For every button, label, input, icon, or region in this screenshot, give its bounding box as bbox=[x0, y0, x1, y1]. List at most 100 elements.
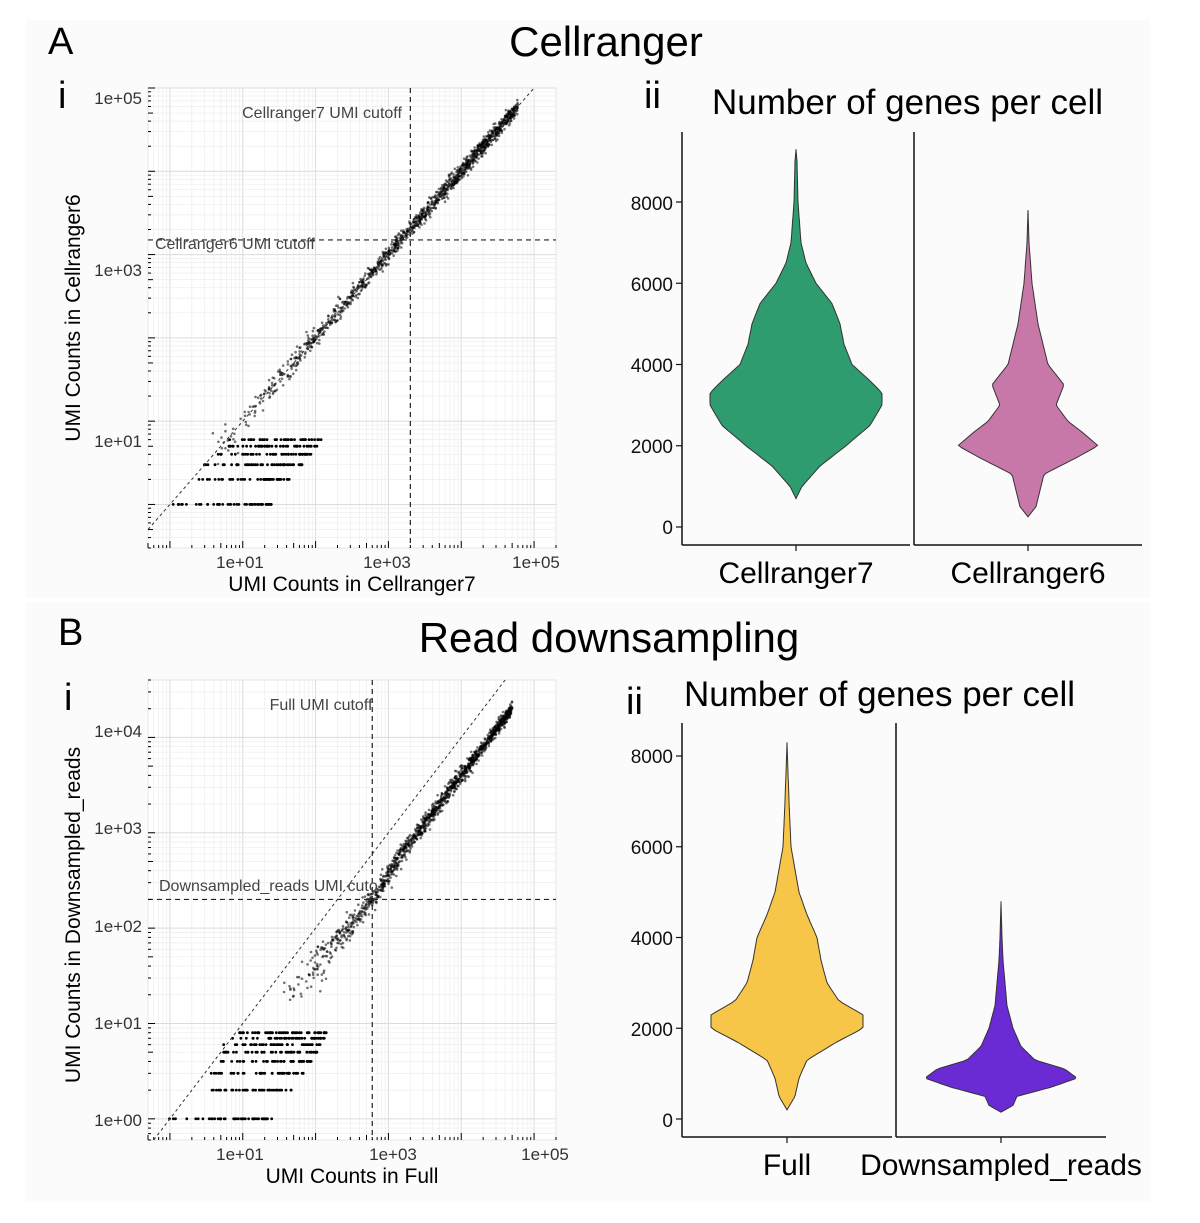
scatter-b-point bbox=[254, 1088, 257, 1092]
scatter-b-point bbox=[230, 1088, 234, 1092]
scatter-a-point bbox=[312, 340, 315, 344]
scatter-b-point bbox=[499, 717, 503, 721]
scatter-b-point bbox=[209, 1071, 213, 1075]
scatter-a-point bbox=[247, 424, 250, 428]
scatter-a-point bbox=[236, 451, 240, 455]
scatter-a-point bbox=[282, 478, 286, 481]
scatter-b-point bbox=[335, 934, 339, 937]
scatter-b-point bbox=[250, 1043, 254, 1046]
violin-a: 0 2000 4000 6000 8000 Cellranger7 Cellra… bbox=[631, 132, 1142, 590]
scatter-b-point bbox=[296, 1050, 300, 1054]
scatter-a-point bbox=[254, 444, 257, 448]
scatter-a-identity-line bbox=[147, 87, 535, 530]
scatter-a-point bbox=[467, 164, 471, 167]
scatter-a-point bbox=[318, 342, 321, 345]
scatter-b-point bbox=[262, 1050, 266, 1054]
scatter-b-point bbox=[448, 785, 452, 789]
scatter-b-point bbox=[494, 733, 498, 736]
scatter-b-point bbox=[289, 1088, 293, 1092]
scatter-a-point bbox=[357, 292, 360, 296]
violin-a-ytick-4000: 4000 bbox=[631, 356, 673, 377]
scatter-b-point bbox=[367, 903, 371, 906]
scatter-b-point bbox=[440, 809, 444, 813]
scatter-b-point bbox=[408, 849, 412, 853]
section-b-violin-title: Number of genes per cell bbox=[684, 675, 1075, 714]
scatter-b-point bbox=[312, 976, 316, 980]
scatter-a-point bbox=[418, 226, 421, 229]
scatter-a-point bbox=[263, 444, 266, 448]
scatter-b-point bbox=[291, 1043, 294, 1046]
scatter-a-point bbox=[328, 321, 332, 325]
scatter-a-point bbox=[249, 438, 253, 441]
scatter-b-point bbox=[414, 829, 418, 833]
scatter-b-point bbox=[336, 941, 339, 945]
scatter-b-point bbox=[309, 1060, 313, 1063]
scatter-a-point bbox=[437, 187, 441, 191]
scatter-b-point bbox=[230, 1060, 234, 1063]
scatter-a-point bbox=[330, 316, 333, 320]
scatter-b-point bbox=[218, 1117, 222, 1121]
scatter-a-point bbox=[248, 478, 252, 481]
scatter-b-plot-area bbox=[147, 679, 557, 1141]
scatter-a-point bbox=[256, 463, 259, 467]
scatter-a-point bbox=[362, 277, 365, 280]
scatter-b-point bbox=[405, 858, 408, 861]
scatter-a-point bbox=[501, 124, 505, 128]
scatter-a-point bbox=[226, 503, 230, 506]
scatter-a-point bbox=[333, 318, 336, 322]
scatter-a-point bbox=[312, 326, 316, 330]
scatter-a-point bbox=[438, 198, 441, 202]
scatter-b-point bbox=[435, 809, 439, 812]
scatter-b-point bbox=[381, 868, 384, 871]
scatter-a-point bbox=[493, 137, 497, 140]
scatter-b-point bbox=[254, 1071, 258, 1075]
scatter-b-point bbox=[207, 1117, 211, 1121]
scatter-b-point bbox=[346, 934, 350, 938]
scatter-a-point bbox=[286, 363, 290, 366]
scatter-b-point bbox=[313, 961, 317, 964]
scatter-a-point bbox=[286, 478, 290, 481]
scatter-a-point bbox=[461, 163, 465, 166]
scatter-a-point bbox=[387, 253, 391, 257]
scatter-b-point bbox=[325, 950, 329, 953]
scatter-a-point bbox=[292, 364, 296, 367]
scatter-b-point bbox=[300, 977, 304, 980]
scatter-a-point bbox=[270, 384, 274, 387]
scatter-a-ytick-2: 1e+03 bbox=[94, 261, 142, 280]
scatter-a-point bbox=[244, 423, 248, 427]
scatter-b-point bbox=[235, 1060, 239, 1063]
scatter-b-point bbox=[483, 737, 487, 740]
scatter-b-point bbox=[253, 1043, 256, 1046]
scatter-a-point bbox=[410, 229, 414, 233]
scatter-b-point bbox=[329, 940, 333, 944]
scatter-b-point bbox=[273, 1060, 277, 1063]
scatter-b-point bbox=[271, 1060, 274, 1063]
scatter-b-point bbox=[409, 847, 412, 850]
scatter-a-point bbox=[336, 313, 340, 316]
scatter-a-ytick-3: 1e+05 bbox=[94, 89, 142, 108]
scatter-a-point bbox=[380, 257, 384, 260]
scatter-b-point bbox=[335, 930, 338, 933]
scatter-b-point bbox=[358, 910, 362, 913]
section-a-letter: A bbox=[48, 21, 74, 63]
scatter-b-point bbox=[438, 805, 441, 808]
scatter-a-point bbox=[280, 377, 284, 381]
scatter-a-point bbox=[227, 444, 231, 448]
scatter-a-point bbox=[292, 372, 295, 376]
scatter-a-point bbox=[355, 290, 358, 293]
violin-b-ytick-6000: 6000 bbox=[631, 838, 673, 859]
scatter-b-point bbox=[288, 998, 292, 1002]
scatter-a-point bbox=[499, 128, 503, 132]
scatter-b-point bbox=[288, 1036, 291, 1040]
scatter-a-point bbox=[508, 122, 512, 125]
scatter-a-point bbox=[386, 251, 390, 254]
scatter-b-point bbox=[399, 867, 403, 871]
scatter-b-point bbox=[319, 948, 322, 951]
scatter-a-point bbox=[289, 375, 292, 379]
scatter-a-point bbox=[267, 444, 271, 448]
violin-downsampled-reads bbox=[925, 901, 1077, 1113]
scatter-b-point bbox=[220, 1071, 224, 1075]
scatter-a-point bbox=[299, 354, 303, 357]
scatter-b-point bbox=[378, 895, 382, 899]
scatter-a-point bbox=[307, 438, 311, 441]
